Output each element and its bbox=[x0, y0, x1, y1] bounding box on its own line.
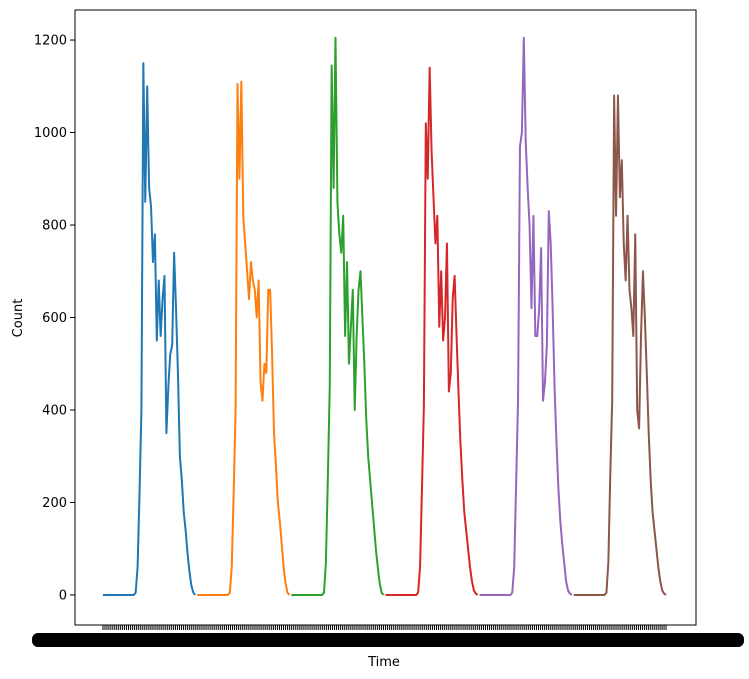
x-tick-label-band bbox=[32, 633, 744, 647]
series-line-4 bbox=[385, 66, 479, 596]
y-tick-label: 0 bbox=[59, 588, 67, 603]
y-axis-title: Count bbox=[11, 299, 26, 338]
y-tick-label: 400 bbox=[42, 403, 67, 418]
x-axis-title: Time bbox=[367, 655, 400, 670]
y-tick-label: 200 bbox=[42, 496, 67, 511]
series-line-6 bbox=[573, 94, 667, 596]
y-tick-label: 600 bbox=[42, 311, 67, 326]
series-line-1 bbox=[103, 62, 196, 596]
series-line-3 bbox=[291, 36, 385, 596]
y-tick-label: 1200 bbox=[34, 34, 67, 49]
y-tick-label: 1000 bbox=[34, 126, 67, 141]
y-tick-label: 800 bbox=[42, 219, 67, 234]
plot-frame bbox=[74, 9, 697, 626]
series-lines bbox=[103, 36, 667, 596]
series-line-2 bbox=[197, 80, 291, 596]
x-axis-ticks bbox=[102, 625, 667, 630]
series-line-5 bbox=[479, 36, 573, 596]
y-axis-ticks: 0 200 400 600 800 1000 1200 bbox=[34, 34, 75, 603]
